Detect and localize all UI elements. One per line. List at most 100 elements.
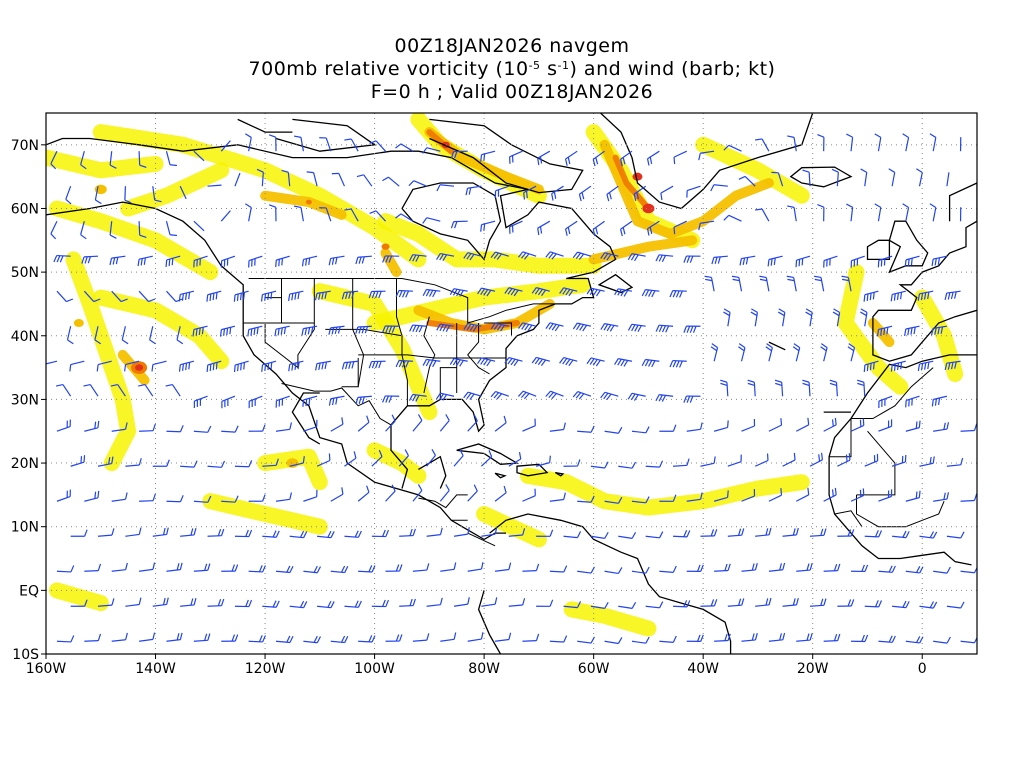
wind-barb	[398, 449, 409, 467]
barb-flag	[617, 567, 623, 574]
wind-barb	[878, 565, 896, 573]
barb-flag	[375, 291, 379, 299]
barb-flag	[248, 529, 253, 537]
barb-flag	[669, 290, 674, 298]
barb-flag	[863, 294, 866, 302]
barb-flag	[572, 251, 578, 259]
barb-flag	[675, 360, 680, 368]
wind-barb	[509, 220, 523, 234]
wind-barb	[646, 220, 660, 236]
barb-shaft	[850, 424, 865, 432]
wind-barb	[125, 527, 142, 537]
wind-barb	[450, 220, 468, 229]
wind-barb	[358, 565, 376, 573]
wind-barb	[358, 635, 376, 643]
barb-flag	[595, 157, 599, 165]
barb-shaft	[878, 325, 893, 331]
barb-shaft	[262, 290, 277, 296]
vorticity-cell	[73, 319, 84, 328]
political-border	[352, 278, 365, 387]
vorticity-band	[599, 139, 774, 239]
barb-flag	[521, 252, 527, 259]
barb-shaft	[50, 150, 58, 165]
barb-flag	[525, 191, 528, 199]
barb-shaft	[768, 494, 782, 502]
barb-shaft	[80, 221, 85, 235]
wind-barb	[109, 255, 126, 266]
barb-shaft	[946, 172, 950, 187]
vorticity-band	[588, 235, 698, 265]
barb-flag	[723, 308, 731, 313]
wind-barb	[369, 210, 386, 222]
barb-flag	[833, 633, 838, 641]
barb-flag	[234, 495, 239, 503]
barb-flag	[938, 397, 941, 406]
barb-flag	[456, 289, 461, 297]
barb-flag	[659, 531, 664, 539]
wind-barb	[436, 184, 455, 192]
barb-flag	[923, 292, 927, 300]
barb-flag	[692, 325, 697, 333]
wind-barb	[303, 419, 318, 432]
barb-shaft	[180, 290, 195, 296]
wind-barb	[262, 458, 279, 467]
wind-barb	[592, 220, 605, 237]
wind-barb	[233, 290, 249, 302]
barb-flag	[398, 564, 403, 572]
barb-flag	[166, 459, 170, 467]
barb-shaft	[604, 252, 619, 257]
wind-barb	[518, 322, 537, 332]
wind-barb	[577, 495, 595, 503]
barb-shaft	[713, 347, 719, 362]
barb-shaft	[700, 220, 715, 224]
wind-barb	[382, 176, 400, 187]
barb-shaft	[933, 640, 948, 644]
map-frame	[45, 112, 978, 655]
barb-shaft	[357, 325, 372, 328]
barb-flag	[537, 358, 544, 366]
barb-flag	[929, 601, 935, 608]
wind-barb	[796, 487, 810, 502]
wind-barb	[586, 357, 605, 367]
barb-flag	[234, 634, 239, 642]
barb-shaft	[522, 640, 537, 642]
barb-flag	[316, 636, 322, 644]
title-text: ) and wind (barb; kt)	[569, 58, 776, 80]
barb-shaft	[618, 358, 633, 362]
wind-barb	[281, 169, 291, 187]
vorticity-band	[695, 136, 810, 204]
barb-flag	[408, 180, 415, 187]
barb-shaft	[536, 287, 550, 292]
barb-flag	[890, 364, 893, 372]
barb-flag	[178, 294, 181, 302]
barb-flag	[120, 298, 128, 303]
wind-barb	[919, 456, 935, 467]
barb-shaft	[66, 326, 72, 340]
barb-flag	[658, 394, 663, 402]
barb-flag	[409, 324, 414, 332]
barb-flag	[634, 324, 639, 332]
wind-barb	[152, 186, 162, 203]
barb-shaft	[111, 428, 126, 432]
barb-flag	[178, 364, 181, 372]
barb-flag	[324, 361, 328, 369]
barb-shaft	[618, 465, 633, 469]
wind-barb	[463, 391, 482, 400]
wind-barb	[618, 532, 637, 539]
barb-flag	[500, 324, 505, 332]
wind-barb	[193, 495, 212, 503]
barb-flag	[412, 598, 416, 606]
wind-barb	[631, 496, 650, 504]
barb-shaft	[412, 639, 427, 642]
barb-flag	[782, 632, 786, 640]
barb-shaft	[755, 604, 770, 607]
barb-flag	[937, 327, 940, 335]
barb-flag	[534, 288, 540, 295]
wind-barb	[508, 452, 522, 467]
barb-flag	[564, 158, 568, 166]
barb-flag	[138, 383, 146, 387]
barb-shaft	[467, 391, 482, 397]
wind-barb	[931, 255, 948, 267]
barb-shaft	[645, 289, 660, 292]
wind-barb	[81, 255, 99, 264]
